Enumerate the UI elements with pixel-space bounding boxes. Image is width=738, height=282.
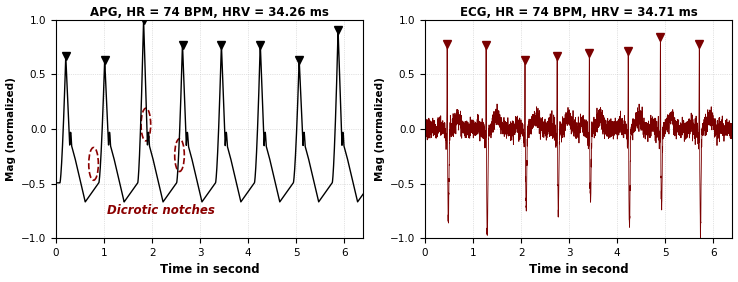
Y-axis label: Mag (normalized): Mag (normalized) [375,77,384,181]
Title: ECG, HR = 74 BPM, HRV = 34.71 ms: ECG, HR = 74 BPM, HRV = 34.71 ms [460,6,697,19]
Text: Dicrotic notches: Dicrotic notches [106,204,214,217]
Title: APG, HR = 74 BPM, HRV = 34.26 ms: APG, HR = 74 BPM, HRV = 34.26 ms [90,6,329,19]
X-axis label: Time in second: Time in second [529,263,629,276]
X-axis label: Time in second: Time in second [160,263,260,276]
Y-axis label: Mag (normalized): Mag (normalized) [6,77,15,181]
